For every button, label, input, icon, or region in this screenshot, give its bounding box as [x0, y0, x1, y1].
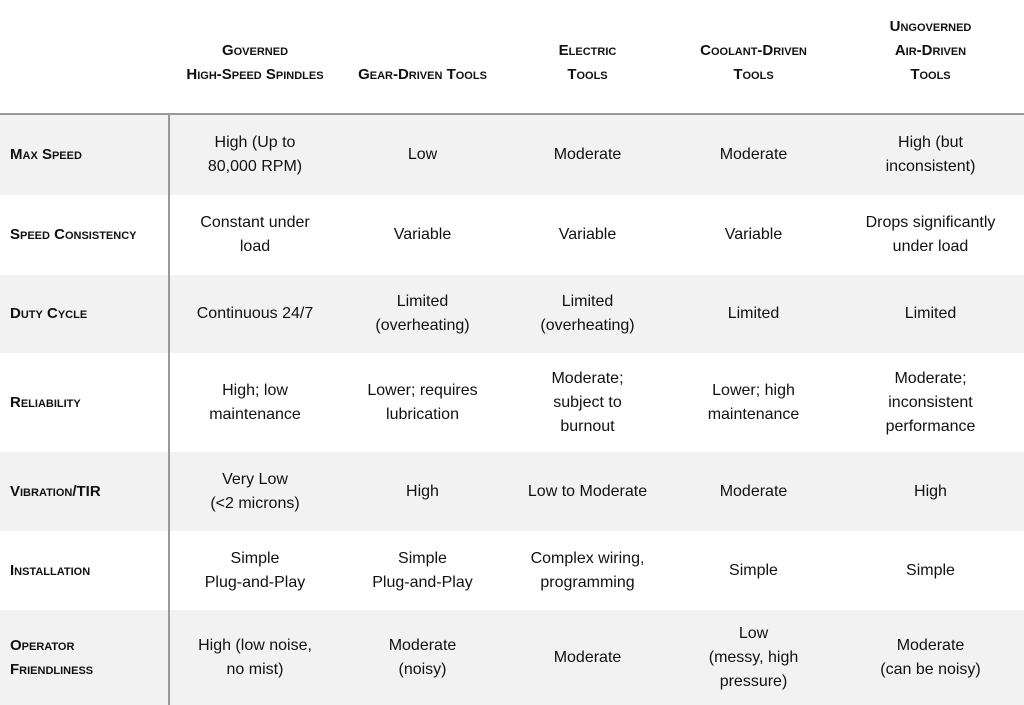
table-cell: Limited — [837, 275, 1024, 353]
table-cell: High (but inconsistent) — [837, 115, 1024, 195]
table-cell: High (Up to 80,000 RPM) — [170, 115, 340, 195]
column-header: Governed High-Speed Spindles — [170, 0, 340, 115]
table-cell: Simple Plug-and-Play — [372, 549, 473, 591]
row-label: Max Speed — [0, 115, 170, 195]
row-label: Duty Cycle — [0, 275, 170, 353]
table-cell: Moderate; inconsistent performance — [885, 369, 976, 435]
table-cell: High — [837, 452, 1024, 531]
table-cell: Very Low (<2 microns) — [170, 452, 340, 531]
table-cell: Limited — [670, 275, 837, 353]
table-cell: High; low maintenance — [209, 381, 301, 423]
table-cell: Simple Plug-and-Play — [204, 549, 306, 591]
table-cell: Low — [340, 115, 505, 195]
row-label: Vibration/TIR — [0, 452, 170, 531]
table-cell: Low (messy, high pressure) — [670, 610, 837, 705]
table-cell: Simple — [729, 561, 778, 579]
table-cell: Variable — [393, 226, 452, 243]
row-label: Operator Friendliness — [0, 610, 170, 705]
table-cell: Variable — [558, 226, 617, 243]
table-cell: Low to Moderate — [505, 452, 670, 531]
corner-cell — [0, 0, 170, 115]
table-cell: Limited (overheating) — [505, 275, 670, 353]
table-cell: Constant under load — [200, 214, 310, 255]
table-cell: Limited (overheating) — [340, 275, 505, 353]
table-cell: Lower; high maintenance — [707, 381, 800, 423]
table-cell: Moderate (noisy) — [340, 610, 505, 705]
table-cell: Moderate; subject to burnout — [551, 369, 624, 435]
table-cell: High (low noise, no mist) — [170, 610, 340, 705]
table-cell: Lower; requires lubrication — [367, 381, 478, 423]
table-cell: High — [340, 452, 505, 531]
table-cell: Moderate — [670, 452, 837, 531]
table-cell: Variable — [724, 226, 783, 243]
table-cell: Continuous 24/7 — [170, 275, 340, 353]
column-header: Ungoverned Air-Driven Tools — [837, 0, 1024, 115]
table-cell: Moderate — [670, 115, 837, 195]
table-cell: Moderate — [505, 610, 670, 705]
table-cell: Moderate — [505, 115, 670, 195]
table-cell: Drops significantly under load — [865, 214, 996, 255]
table-cell: Moderate (can be noisy) — [837, 610, 1024, 705]
row-label: Speed Consistency — [0, 195, 170, 275]
column-header: Coolant-Driven Tools — [670, 0, 837, 115]
column-header: Electric Tools — [505, 0, 670, 115]
table-cell: Complex wiring, programming — [530, 549, 645, 591]
column-header: Gear-Driven Tools — [340, 0, 505, 115]
table-cell: Simple — [906, 561, 955, 579]
row-label: Installation — [0, 531, 170, 610]
row-label: Reliability — [0, 353, 170, 452]
